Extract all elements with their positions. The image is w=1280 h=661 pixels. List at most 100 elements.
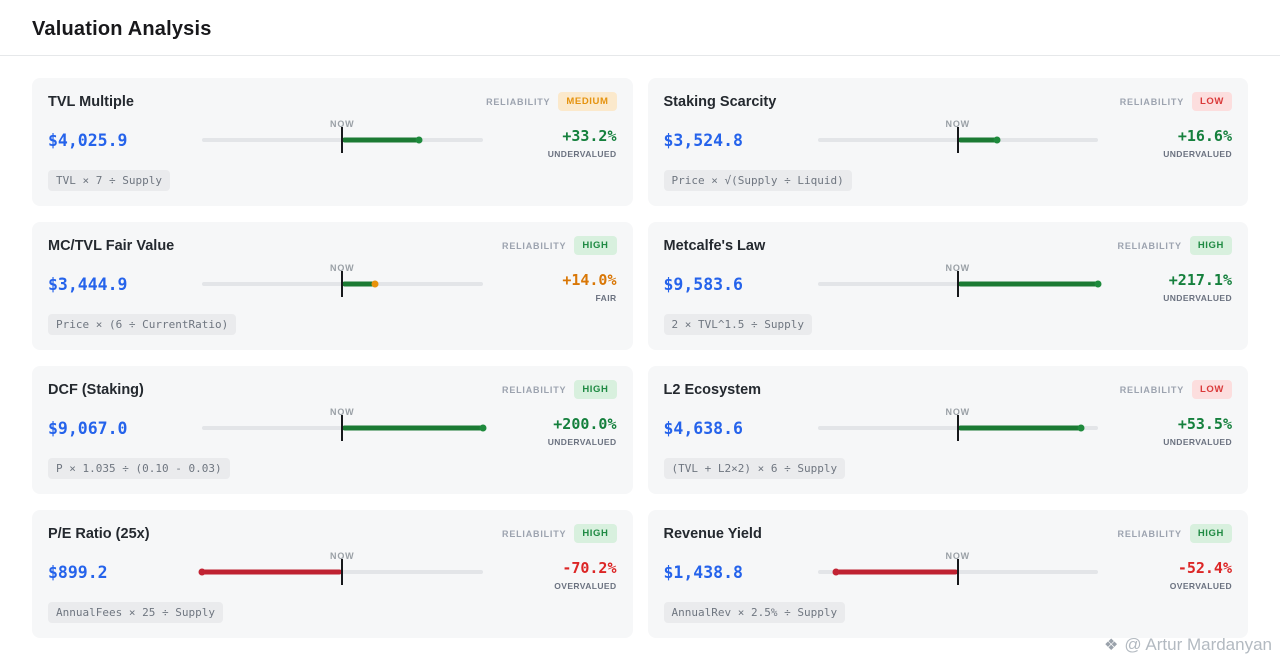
bar-dot [371,280,378,288]
valuation-bar: NOW [202,263,483,297]
card-title: L2 Ecosystem [663,381,762,398]
reliability-badge: LOW [1192,92,1232,111]
percent-block: +14.0% FAIR [499,271,617,303]
price-value: $4,638.6 [663,418,743,438]
reliability-group: RELIABILITY LOW [1120,380,1232,399]
formula-pill: 2 × TVL^1.5 ÷ Supply [663,314,812,335]
valuation-card: Staking Scarcity RELIABILITY LOW $3,524.… [647,78,1248,206]
valuation-status: UNDERVALUED [547,437,617,447]
reliability-group: RELIABILITY HIGH [502,236,617,255]
now-label: NOW [945,407,970,417]
card-header: Staking Scarcity RELIABILITY LOW [664,92,1232,111]
valuation-status: UNDERVALUED [1163,437,1232,447]
valuation-card: TVL Multiple RELIABILITY MEDIUM $4,025.9… [32,78,633,206]
now-label-wrap: NOW [946,402,970,420]
price-value: $9,583.6 [663,274,743,294]
valuation-bar: NOW [817,263,1102,297]
percent-block: +33.2% UNDERVALUED [499,127,617,159]
now-marker [341,127,344,153]
valuation-bar: NOW [817,407,1098,441]
reliability-badge: HIGH [1189,524,1232,543]
cards-grid: TVL Multiple RELIABILITY MEDIUM $4,025.9… [32,78,1248,638]
reliability-group: RELIABILITY HIGH [1118,524,1232,543]
reliability-label: RELIABILITY [502,384,567,395]
now-label: NOW [945,119,970,129]
reliability-label: RELIABILITY [1119,384,1185,395]
now-marker [956,127,959,153]
formula-pill: P × 1.035 ÷ (0.10 - 0.03) [48,458,230,479]
bar-fill [342,137,420,143]
percent-block: +200.0% UNDERVALUED [499,415,617,447]
bar-fill [202,569,343,575]
card-title: TVL Multiple [48,93,134,110]
card-header: TVL Multiple RELIABILITY MEDIUM [48,92,617,111]
page-title: Valuation Analysis [32,18,212,40]
card-body: $4,638.6 NOW +53.5% UNDERVALUED [663,407,1233,447]
percent-value: -70.2% [562,559,617,577]
card-body: $9,067.0 NOW +200.0% UNDERVALUED [48,407,617,447]
price-value: $1,438.8 [663,562,743,582]
valuation-card: P/E Ratio (25x) RELIABILITY HIGH $899.2 … [32,510,633,638]
now-marker [956,559,959,585]
bar-dot [832,568,840,576]
bar-dot [415,136,423,144]
now-label-wrap: NOW [330,258,354,276]
reliability-group: RELIABILITY HIGH [502,524,617,543]
diamond-logo-icon: ❖ [1104,637,1119,654]
valuation-bar: NOW [202,119,483,153]
card-header: L2 Ecosystem RELIABILITY LOW [663,380,1232,399]
reliability-badge: MEDIUM [558,92,617,111]
valuation-bar: NOW [817,551,1098,585]
valuation-status: UNDERVALUED [1163,149,1232,159]
card-title: MC/TVL Fair Value [48,237,175,254]
price-value: $899.2 [48,562,108,582]
percent-value: +33.2% [562,127,617,145]
reliability-badge: LOW [1192,380,1232,399]
now-label-wrap: NOW [330,402,354,420]
bar-fill [835,569,958,575]
formula-pill: Price × (6 ÷ CurrentRatio) [48,314,237,335]
formula-row: TVL × 7 ÷ Supply [48,170,617,191]
now-marker [341,559,344,585]
bar-fill [342,425,483,431]
reliability-label: RELIABILITY [502,528,567,539]
card-header: P/E Ratio (25x) RELIABILITY HIGH [48,524,617,543]
bar-dot [198,568,206,576]
formula-row: 2 × TVL^1.5 ÷ Supply [663,314,1233,335]
percent-block: +217.1% UNDERVALUED [1114,271,1232,303]
now-label: NOW [330,263,355,273]
now-label-wrap: NOW [946,546,970,564]
now-marker [341,271,344,297]
formula-pill: Price × √(Supply ÷ Liquid) [663,170,852,191]
price-value: $3,444.9 [48,274,128,294]
reliability-badge: HIGH [1189,236,1232,255]
reliability-badge: HIGH [574,236,617,255]
reliability-badge: HIGH [574,524,617,543]
formula-row: AnnualRev × 2.5% ÷ Supply [663,602,1233,623]
percent-block: +53.5% UNDERVALUED [1114,415,1232,447]
valuation-bar: NOW [198,551,483,585]
formula-pill: AnnualRev × 2.5% ÷ Supply [663,602,846,623]
valuation-card: Metcalfe's Law RELIABILITY HIGH $9,583.6… [647,222,1248,350]
valuation-card: DCF (Staking) RELIABILITY HIGH $9,067.0 … [32,366,633,494]
bar-fill [957,425,1082,431]
reliability-group: RELIABILITY MEDIUM [486,92,617,111]
page-header: Valuation Analysis [0,0,1280,56]
valuation-card: L2 Ecosystem RELIABILITY LOW $4,638.6 NO… [647,366,1248,494]
valuation-status: OVERVALUED [1169,581,1232,591]
valuation-bar: NOW [817,119,1098,153]
watermark-text: @ Artur Mardanyan [1124,635,1272,654]
now-label-wrap: NOW [946,258,970,276]
now-label: NOW [330,407,355,417]
now-label-wrap: NOW [330,114,354,132]
price-value: $4,025.9 [48,130,128,150]
formula-row: P × 1.035 ÷ (0.10 - 0.03) [48,458,617,479]
now-marker [341,415,344,441]
card-body: $4,025.9 NOW +33.2% UNDERVALUED [48,119,617,159]
reliability-label: RELIABILITY [486,96,551,107]
formula-row: (TVL + L2×2) × 6 ÷ Supply [663,458,1233,479]
bar-dot [1077,424,1085,432]
valuation-status: FAIR [595,293,617,303]
percent-block: -70.2% OVERVALUED [499,559,617,591]
